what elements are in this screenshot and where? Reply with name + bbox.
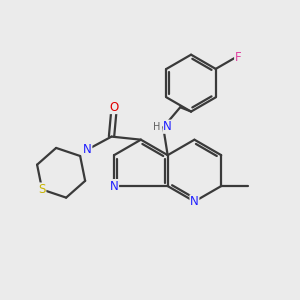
Text: N: N (83, 143, 92, 156)
Text: N: N (110, 180, 118, 193)
Text: H: H (153, 122, 160, 132)
Text: F: F (235, 51, 241, 64)
Text: O: O (110, 100, 118, 113)
Text: N: N (190, 195, 199, 208)
Text: N: N (163, 120, 172, 133)
Text: S: S (38, 183, 46, 196)
